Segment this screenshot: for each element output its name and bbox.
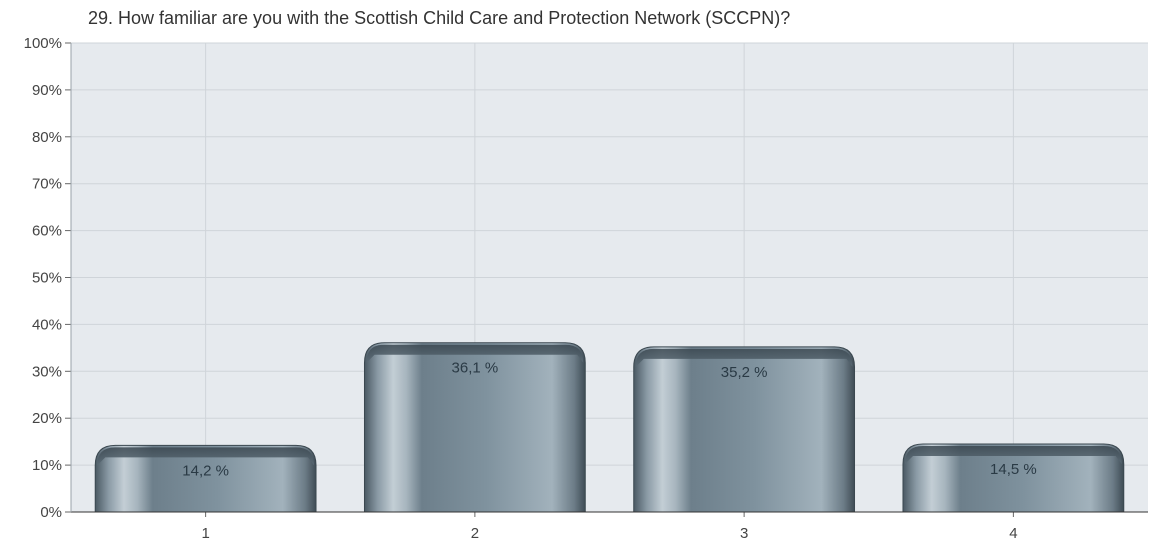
y-tick-label: 80% [32, 129, 62, 146]
bar-cap [97, 447, 315, 466]
y-tick-label: 20% [32, 410, 62, 427]
bar: 14,2 % [94, 444, 317, 513]
y-tick-label: 90% [32, 82, 62, 99]
x-tick-label: 2 [471, 525, 479, 542]
bar: 36,1 % [363, 342, 586, 513]
x-tick-label: 3 [740, 525, 748, 542]
y-tick-label: 100% [24, 35, 62, 52]
y-tick-label: 50% [32, 270, 62, 287]
x-tick-label: 1 [201, 525, 209, 542]
y-tick-label: 30% [32, 363, 62, 380]
y-tick-label: 10% [32, 457, 62, 474]
bar-cap [635, 348, 853, 367]
bar-body [902, 443, 1125, 513]
y-tick-label: 70% [32, 176, 62, 193]
bar-body [363, 342, 586, 513]
data-label: 35,2 % [721, 364, 768, 381]
chart-title: 29. How familiar are you with the Scotti… [88, 8, 791, 28]
bar: 35,2 % [633, 346, 856, 513]
data-label: 14,2 % [182, 462, 229, 479]
y-tick-label: 40% [32, 316, 62, 333]
bars: 14,2 % 36,1 % 35,2 % 14,5 % [94, 342, 1125, 513]
bar-cap [904, 445, 1122, 464]
bar-cap [366, 344, 584, 363]
bar-body [94, 444, 317, 513]
bar: 14,5 % [902, 443, 1125, 513]
y-tick-label: 60% [32, 223, 62, 240]
x-tick-label: 4 [1009, 525, 1017, 542]
data-label: 36,1 % [452, 360, 499, 377]
data-label: 14,5 % [990, 461, 1037, 478]
y-tick-label: 0% [40, 504, 62, 521]
y-axis: 0% 10% 20% 30% 40% 50% 60% 70% 80% 90% 100% [24, 35, 71, 521]
bar-body [633, 346, 856, 513]
x-axis: 1 2 3 4 [201, 512, 1018, 542]
